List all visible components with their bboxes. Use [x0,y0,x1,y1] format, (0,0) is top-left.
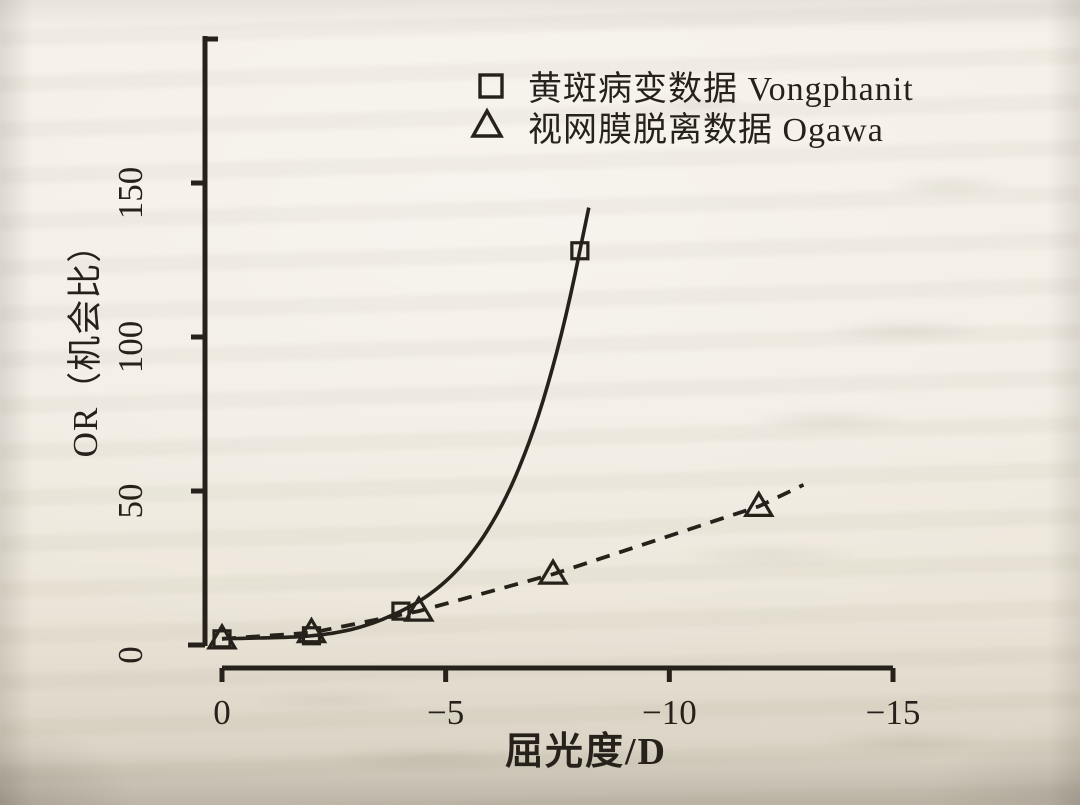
x-tick-labels: 0 −5 −10 −15 [213,693,920,732]
x-tick-label: −15 [866,693,921,732]
square-data-point-marker [570,241,590,261]
legend-label-vongphanit: 黄斑病变数据 Vongphanit [528,70,914,108]
x-tick-label: 0 [213,693,231,732]
x-tick-label: −5 [427,693,464,732]
triangle-data-point-marker [537,558,569,585]
y-tick-label: 50 [111,484,150,519]
legend: 黄斑病变数据 Vongphanit 视网膜脱离数据 Ogawa [470,70,914,149]
legend-triangle-marker-icon [470,107,504,138]
square-data-point-marker [391,601,411,621]
legend-label-ogawa: 视网膜脱离数据 Ogawa [528,111,884,149]
y-tick-label: 150 [111,167,150,220]
triangle-data-point-marker [206,622,238,650]
triangle-data-point-marker [742,490,775,518]
y-tick-label: 0 [111,646,150,664]
x-tick-label: −10 [642,693,697,732]
triangle-data-point-marker [295,616,328,644]
y-axis-title: OR（机会比） [66,227,105,458]
triangle-data-point-marker [403,594,435,622]
y-tick-labels: 0 50 100 150 [111,167,150,664]
y-axis [188,36,218,648]
series-layer [206,207,805,650]
legend-square-marker-icon [478,73,504,99]
x-axis-title: 屈光度/D [505,731,667,773]
y-tick-label: 100 [111,321,150,374]
x-axis [219,665,896,682]
series-line-1 [221,483,805,641]
series-line-0 [221,207,591,641]
